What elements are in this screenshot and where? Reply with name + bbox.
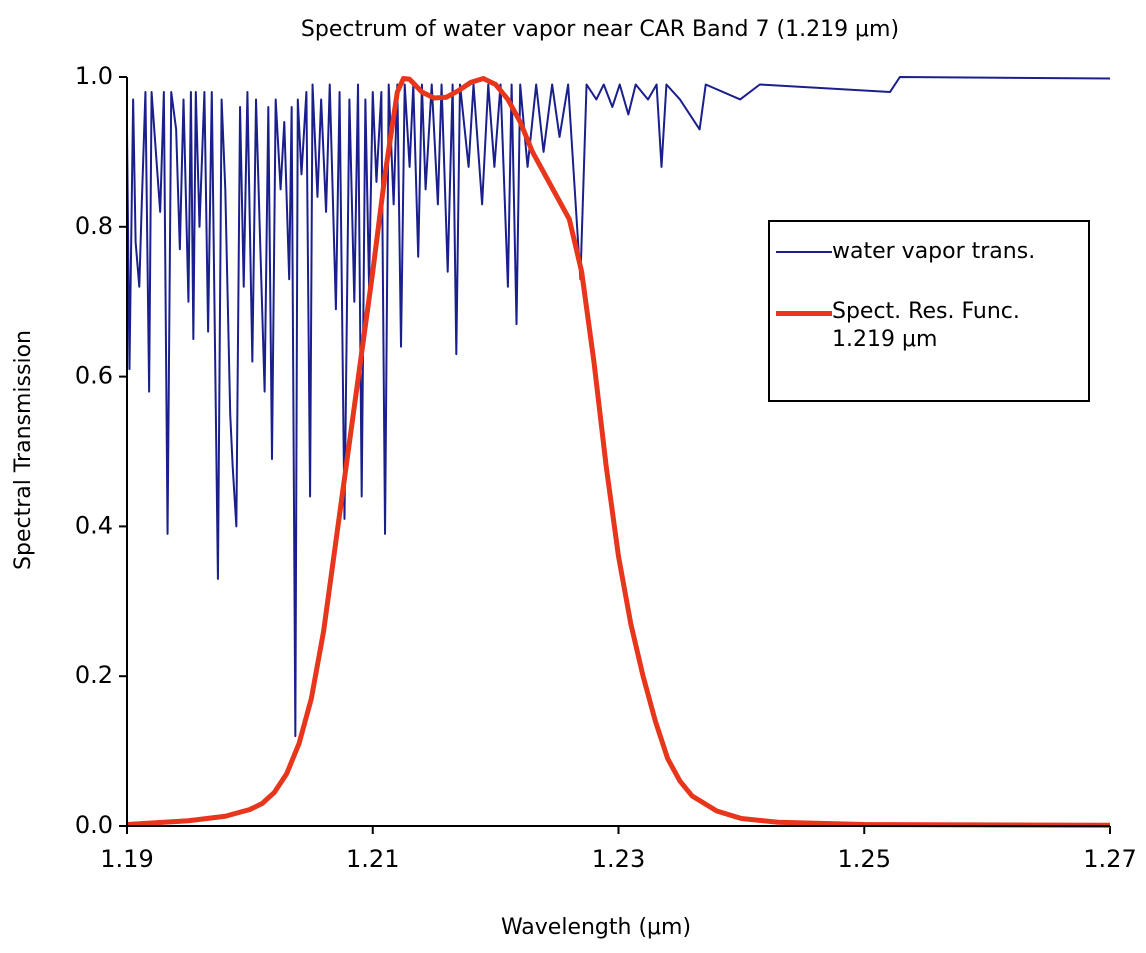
x-tick-label: 1.25 (838, 845, 891, 873)
legend: water vapor trans. Spect. Res. Func. 1.21… (768, 220, 1090, 402)
y-tick-label: 0.6 (75, 362, 113, 390)
x-tick-label: 1.21 (346, 845, 399, 873)
x-tick-label: 1.19 (100, 845, 153, 873)
y-tick-label: 1.0 (75, 62, 113, 90)
legend-label: Spect. Res. Func. 1.219 μm (832, 299, 1020, 352)
y-tick-label: 0.4 (75, 511, 113, 539)
series-line (126, 76, 1111, 738)
x-axis-label: Wavelength (μm) (501, 915, 691, 940)
x-tick-label: 1.27 (1083, 845, 1136, 873)
y-tick-label: 0.2 (75, 661, 113, 689)
legend-entry: water vapor trans. (776, 238, 1035, 266)
legend-swatch (776, 311, 832, 316)
y-tick-label: 0.8 (75, 212, 113, 240)
y-tick-label: 0.0 (75, 811, 113, 839)
series-line (126, 76, 1111, 828)
legend-entry: Spect. Res. Func. 1.219 μm (776, 298, 1020, 354)
legend-swatch (776, 251, 832, 253)
chart-title: Spectrum of water vapor near CAR Band 7 … (301, 17, 899, 42)
x-tick-label: 1.23 (592, 845, 645, 873)
legend-label: water vapor trans. (832, 239, 1036, 264)
y-axis-label: Spectral Transmission (11, 330, 36, 570)
